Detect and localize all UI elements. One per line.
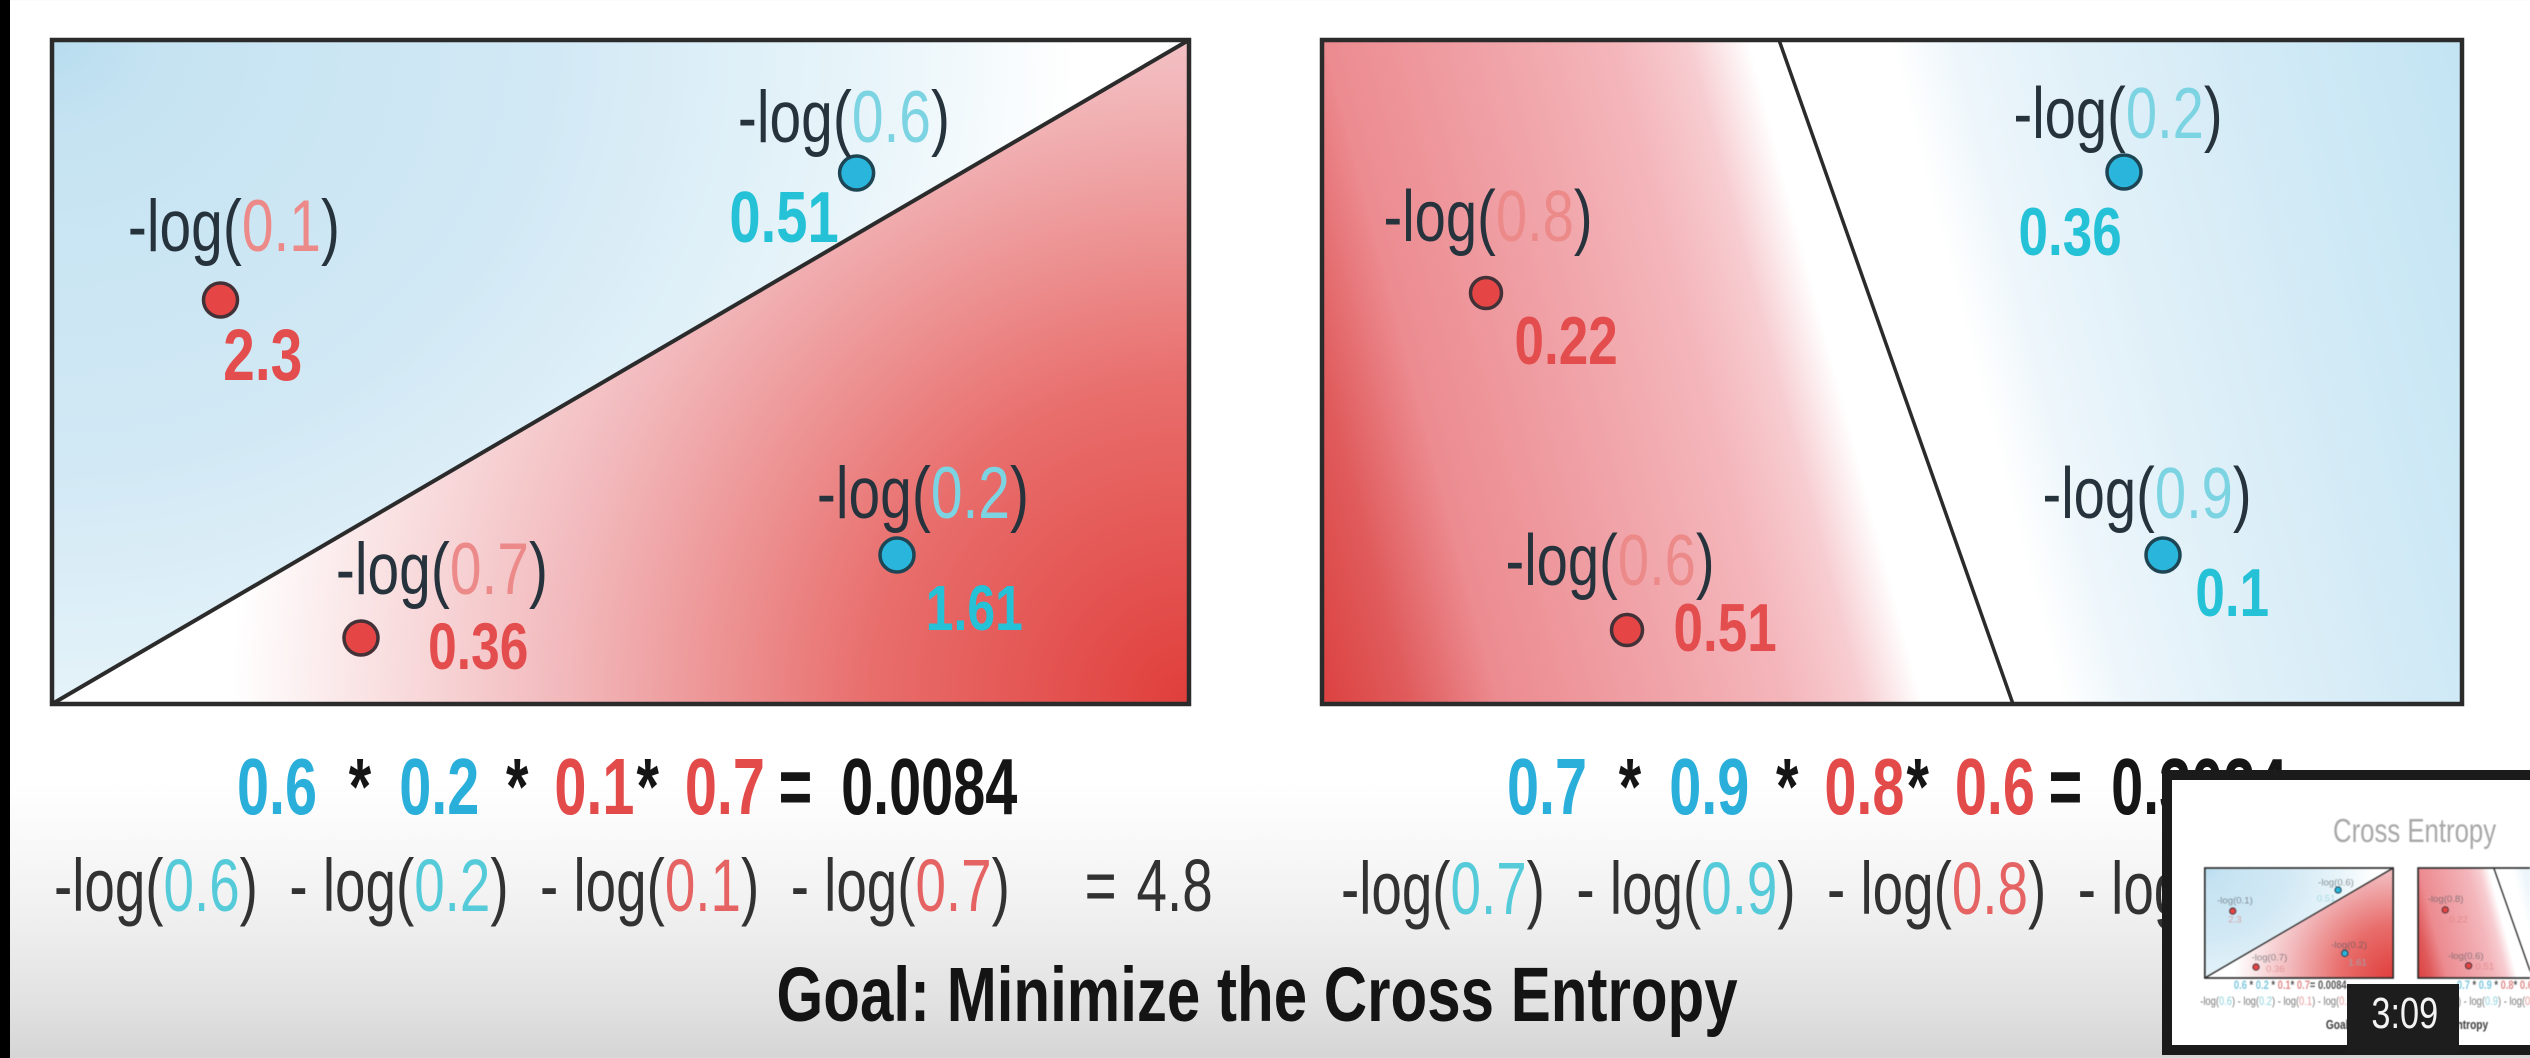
svg-text:0.51: 0.51 [2475,961,2494,972]
svg-text:-log(0.8): -log(0.8) [2428,894,2464,905]
svg-text:0.22: 0.22 [2449,914,2468,925]
svg-text:-log(0.6): -log(0.6) [2448,951,2484,962]
svg-text:-log(0.1): -log(0.1) [2217,896,2253,907]
svg-text:2.3: 2.3 [2228,915,2241,926]
svg-text:0.51: 0.51 [2317,894,2336,905]
svg-text:-log(0.2): -log(0.2) [2331,940,2367,951]
svg-text:-log(0.7): -log(0.7) [2252,952,2288,963]
svg-text:-log(0.6): -log(0.6) [2318,878,2354,889]
svg-text:0.36: 0.36 [2266,964,2285,975]
svg-text:1.61: 1.61 [2348,958,2367,969]
